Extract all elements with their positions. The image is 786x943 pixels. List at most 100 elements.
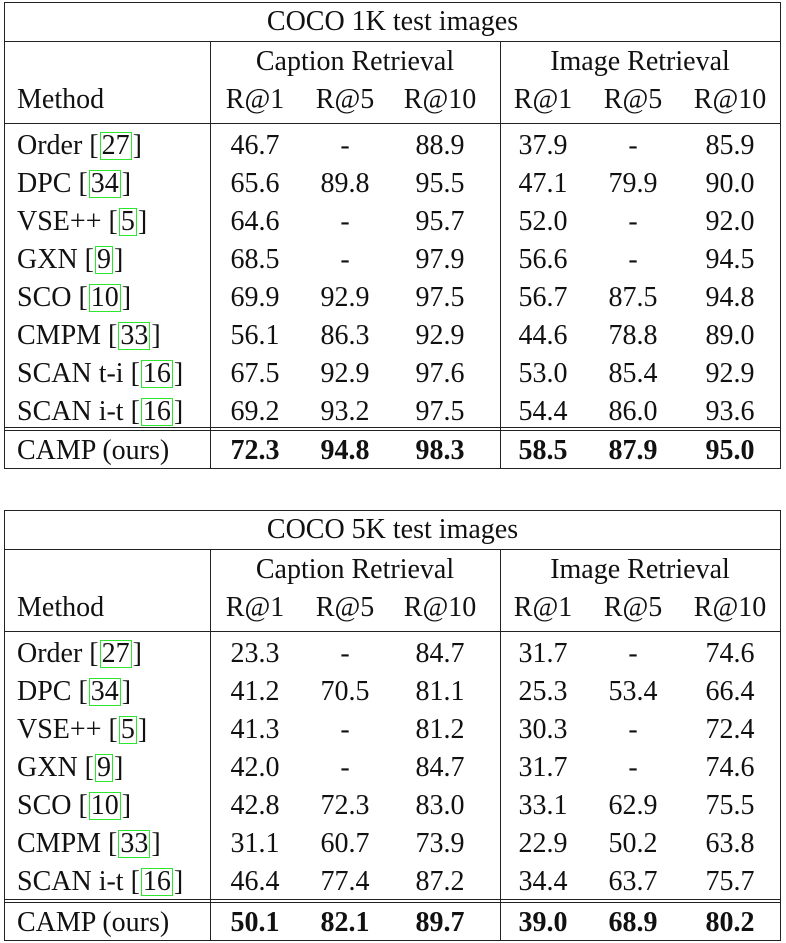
method-name: DPC [34]	[17, 168, 132, 199]
citation-link[interactable]: 10	[88, 790, 121, 821]
value-cell-best: 39.0	[518, 907, 568, 938]
value-cell: 47.1	[518, 168, 568, 199]
metric-header: R@10	[403, 592, 477, 623]
value-cell: 56.7	[518, 282, 568, 313]
value-cell: 34.4	[518, 866, 568, 897]
table-row: SCAN t-i [16] 67.5 92.9 97.6 53.0 85.4 92.9	[5, 355, 780, 393]
value-cell-best: 89.7	[415, 907, 465, 938]
value-cell: 63.7	[608, 866, 658, 897]
method-name: CMPM [33]	[17, 320, 161, 351]
value-cell: 56.6	[518, 244, 568, 275]
value-cell: 92.9	[320, 358, 370, 389]
value-cell: 79.9	[608, 168, 658, 199]
method-name: Order [27]	[17, 638, 142, 669]
value-cell-best: 82.1	[320, 907, 370, 938]
method-label: VSE++	[17, 714, 102, 745]
value-cell: 75.5	[705, 790, 755, 821]
value-cell: 84.7	[415, 752, 465, 783]
value-cell: 77.4	[320, 866, 370, 897]
value-cell: 86.3	[320, 320, 370, 351]
value-cell: 97.6	[415, 358, 465, 389]
value-cell: -	[628, 130, 638, 161]
method-name: SCAN i-t [16]	[17, 866, 184, 897]
method-name: Order [27]	[17, 130, 142, 161]
method-label: SCAN t-i	[17, 358, 124, 389]
citation-link[interactable]: 33	[118, 828, 151, 859]
value-cell: 30.3	[518, 714, 568, 745]
table-row: VSE++ [5] 64.6 - 95.7 52.0 - 92.0	[5, 203, 780, 241]
value-cell-best: 98.3	[415, 435, 465, 466]
method-name: VSE++ [5]	[17, 714, 148, 745]
method-label: Order	[17, 130, 83, 161]
value-cell-best: 80.2	[705, 907, 755, 938]
value-cell: 53.0	[518, 358, 568, 389]
method-label: SCAN i-t	[17, 866, 124, 897]
table-row: Order [27] 23.3 - 84.7 31.7 - 74.6	[5, 635, 780, 673]
value-cell: 44.6	[518, 320, 568, 351]
value-cell-best: 94.8	[320, 435, 370, 466]
value-cell: 46.4	[230, 866, 280, 897]
value-cell-best: 68.9	[608, 907, 658, 938]
value-cell: 67.5	[230, 358, 280, 389]
table-title: COCO 5K test images	[266, 514, 519, 545]
value-cell: 23.3	[230, 638, 280, 669]
metric-header: R@1	[513, 84, 573, 115]
value-cell: 69.9	[230, 282, 280, 313]
citation-link[interactable]: 27	[99, 130, 132, 161]
value-cell: 94.8	[705, 282, 755, 313]
value-cell: 81.2	[415, 714, 465, 745]
value-cell: 52.0	[518, 206, 568, 237]
value-cell: 85.4	[608, 358, 658, 389]
citation-link[interactable]: 16	[140, 866, 173, 897]
value-cell: 97.9	[415, 244, 465, 275]
value-cell: 66.4	[705, 676, 755, 707]
citation-link[interactable]: 33	[118, 320, 151, 351]
citation-link[interactable]: 5	[118, 714, 137, 745]
value-cell: 42.0	[230, 752, 280, 783]
citation-link[interactable]: 9	[95, 752, 113, 783]
citation-link[interactable]: 5	[118, 206, 137, 237]
citation-link[interactable]: 16	[140, 396, 173, 427]
method-label: VSE++	[17, 206, 102, 237]
value-cell: -	[628, 244, 638, 275]
value-cell: 92.9	[705, 358, 755, 389]
value-cell: -	[340, 638, 350, 669]
citation-link[interactable]: 34	[88, 676, 121, 707]
value-cell: 83.0	[415, 790, 465, 821]
value-cell: 41.3	[230, 714, 280, 745]
citation-link[interactable]: 9	[95, 244, 113, 275]
method-header: Method	[17, 592, 105, 623]
value-cell: -	[628, 638, 638, 669]
method-label: CMPM	[17, 320, 102, 351]
value-cell: -	[340, 130, 350, 161]
table-title: COCO 1K test images	[266, 6, 519, 37]
citation-link[interactable]: 34	[88, 168, 121, 199]
method-label: Order	[17, 638, 83, 669]
method-name: SCAN i-t [16]	[17, 396, 184, 427]
table-row: VSE++ [5] 41.3 - 81.2 30.3 - 72.4	[5, 711, 780, 749]
value-cell: -	[340, 206, 350, 237]
value-cell: 92.9	[320, 282, 370, 313]
value-cell: 56.1	[230, 320, 280, 351]
value-cell: 37.9	[518, 130, 568, 161]
citation-link[interactable]: 10	[88, 282, 121, 313]
header-row: Method R@1 R@5 R@10 R@1 R@5 R@10	[5, 81, 780, 119]
table-row: SCAN i-t [16] 46.4 77.4 87.2 34.4 63.7 75.7	[5, 863, 780, 901]
value-cell: 65.6	[230, 168, 280, 199]
value-cell: 84.7	[415, 638, 465, 669]
value-cell: 86.0	[608, 396, 658, 427]
value-cell-best: 87.9	[608, 435, 658, 466]
image-retrieval-header: Image Retrieval	[550, 554, 730, 585]
value-cell: 95.5	[415, 168, 465, 199]
value-cell: 74.6	[705, 638, 755, 669]
value-cell: 90.0	[705, 168, 755, 199]
value-cell: 33.1	[518, 790, 568, 821]
method-name: VSE++ [5]	[17, 206, 148, 237]
value-cell: 46.7	[230, 130, 280, 161]
value-cell: 88.9	[415, 130, 465, 161]
method-name: CMPM [33]	[17, 828, 161, 859]
method-label: SCO	[17, 790, 72, 821]
citation-link[interactable]: 16	[140, 358, 173, 389]
value-cell: 93.6	[705, 396, 755, 427]
citation-link[interactable]: 27	[99, 638, 132, 669]
